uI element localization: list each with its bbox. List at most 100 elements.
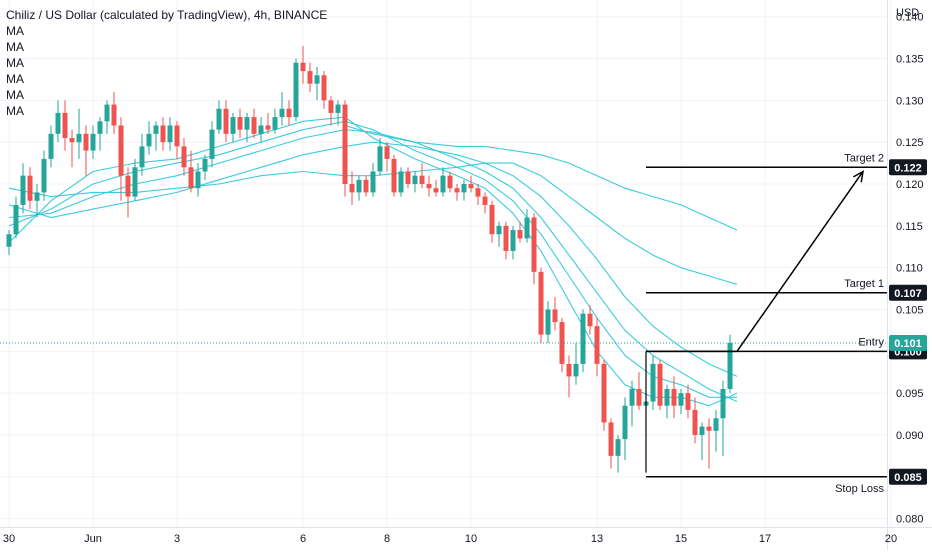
candle-down xyxy=(286,100,292,126)
candle-down xyxy=(363,175,369,197)
indicator-label-ma[interactable]: MA xyxy=(6,72,24,86)
candle-body xyxy=(615,439,621,456)
candle-body xyxy=(279,108,285,118)
chart-title: Chiliz / US Dollar (calculated by Tradin… xyxy=(6,8,328,22)
moving-average-line xyxy=(8,116,738,407)
candle-body xyxy=(244,117,250,130)
candle-body xyxy=(566,363,572,377)
candle-up xyxy=(461,179,467,201)
candle-body xyxy=(384,146,390,159)
candle-body xyxy=(727,342,733,389)
candle-up xyxy=(293,58,299,122)
candle-body xyxy=(20,175,26,205)
candle-up xyxy=(48,125,54,168)
level-label: Target 1 xyxy=(844,278,884,290)
indicator-label-ma[interactable]: MA xyxy=(6,88,24,102)
candle-down xyxy=(482,192,488,214)
candle-body xyxy=(426,184,432,189)
price-axis[interactable]: USD0.0800.0850.0900.0950.1000.1050.1100.… xyxy=(887,0,928,550)
candle-down xyxy=(433,179,439,197)
price-tick-label: 0.115 xyxy=(896,221,923,233)
candle-up xyxy=(727,334,733,394)
projection-arrow-shaft xyxy=(736,171,864,352)
candle-body xyxy=(608,422,614,456)
indicator-label-ma[interactable]: MA xyxy=(6,104,24,118)
candle-body xyxy=(580,313,586,364)
candle-body xyxy=(230,117,236,134)
indicator-label-ma[interactable]: MA xyxy=(6,40,24,54)
candle-up xyxy=(545,301,551,343)
candle-body xyxy=(13,204,19,235)
candle-down xyxy=(321,71,327,109)
moving-average-line xyxy=(8,162,738,285)
candle-down xyxy=(174,121,180,159)
candle-body xyxy=(83,133,89,151)
candle-up xyxy=(76,108,82,159)
candle-body xyxy=(307,71,313,84)
badge-background xyxy=(889,284,927,301)
candle-body xyxy=(573,363,579,377)
candle-body xyxy=(55,112,61,134)
candle-body xyxy=(377,146,383,172)
candle-up xyxy=(279,92,285,126)
candle-body xyxy=(629,388,635,406)
candle-down xyxy=(125,167,131,218)
indicator-label-ma[interactable]: MA xyxy=(6,24,24,38)
candle-body xyxy=(27,175,33,201)
candle-body xyxy=(685,393,691,410)
price-tick-label: 0.105 xyxy=(896,305,924,317)
candle-down xyxy=(559,317,565,373)
candle-up xyxy=(139,133,145,176)
candle-down xyxy=(468,175,474,193)
candle-up xyxy=(6,230,12,256)
candle-down xyxy=(391,154,397,197)
candle-body xyxy=(97,121,103,134)
indicator-label-ma[interactable]: MA xyxy=(6,56,24,70)
candle-down xyxy=(160,117,166,151)
candle-body xyxy=(293,62,299,118)
candle-down xyxy=(475,184,481,205)
candle-down xyxy=(608,418,614,469)
moving-average-line xyxy=(344,124,738,231)
candle-body xyxy=(251,117,257,134)
candle-body xyxy=(223,108,229,134)
price-tick-label: 0.140 xyxy=(896,12,924,24)
candle-down xyxy=(349,171,355,205)
candle-up xyxy=(622,397,628,461)
projection-arrow-head xyxy=(853,170,864,183)
level-label: Target 2 xyxy=(844,152,884,164)
candle-body xyxy=(300,62,306,72)
price-axis-unit: USD xyxy=(896,7,919,19)
candle-down xyxy=(307,62,313,93)
time-tick-label: 13 xyxy=(591,533,603,545)
candle-body xyxy=(468,184,474,189)
candle-body xyxy=(265,125,271,130)
candle-body xyxy=(391,158,397,193)
candle-down xyxy=(384,142,390,172)
candle-body xyxy=(636,388,642,406)
candle-body xyxy=(419,175,425,185)
candle-down xyxy=(265,112,271,134)
candle-down xyxy=(503,221,509,260)
candle-down xyxy=(342,100,348,197)
candle-up xyxy=(377,138,383,176)
candle-down xyxy=(83,125,89,176)
time-axis[interactable]: 30 Jun 3 6 8 10 13 15 17 20 xyxy=(0,527,932,546)
candle-down xyxy=(489,200,495,243)
candle-body xyxy=(433,188,439,193)
candle-up xyxy=(720,380,726,456)
candle-body xyxy=(706,426,712,431)
current-price-badge: 0.101 xyxy=(889,334,927,351)
candle-body xyxy=(713,418,719,431)
candle-down xyxy=(405,167,411,189)
candle-down xyxy=(538,267,544,343)
candle-body xyxy=(447,175,453,189)
candle-down xyxy=(426,175,432,197)
candle-body xyxy=(188,167,194,189)
candle-body xyxy=(62,112,68,139)
candle-up xyxy=(202,154,208,180)
candle-body xyxy=(524,217,530,239)
time-tick-label: 6 xyxy=(300,533,306,545)
time-tick-label: 3 xyxy=(174,533,180,545)
